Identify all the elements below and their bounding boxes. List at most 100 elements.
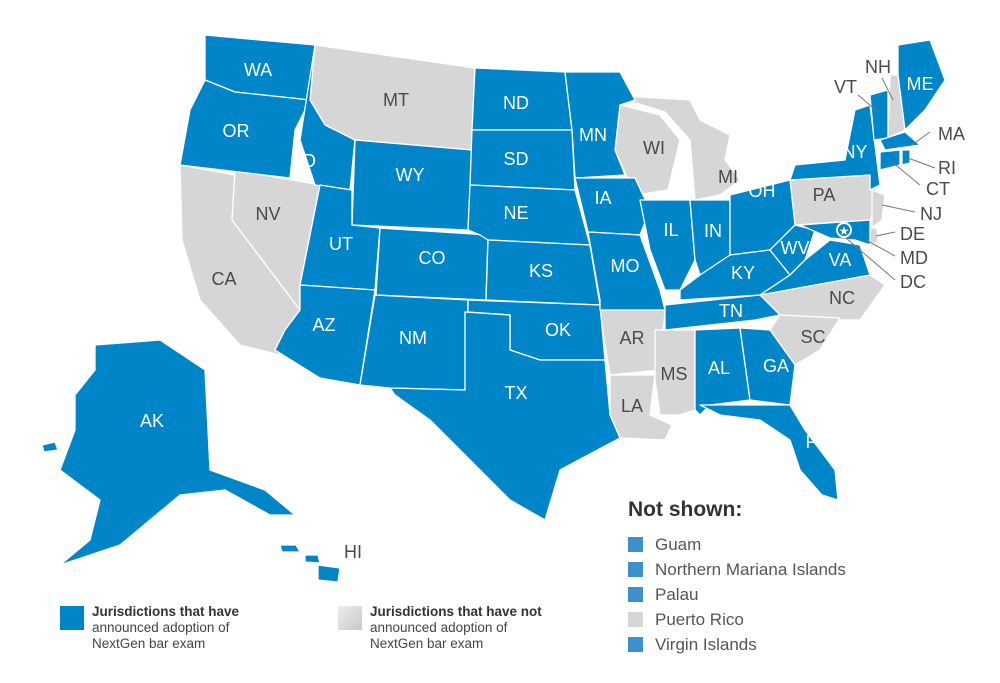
- label-ks: KS: [529, 261, 553, 281]
- label-ny: NY: [842, 142, 867, 162]
- territory-name: Virgin Islands: [655, 634, 757, 654]
- label-or: OR: [223, 121, 250, 141]
- label-ar: AR: [619, 328, 644, 348]
- label-nj: NJ: [920, 204, 942, 224]
- label-wy: WY: [396, 165, 425, 185]
- label-ms: MS: [661, 364, 688, 384]
- state-mi: [609, 94, 741, 201]
- state-hi-2: [304, 554, 321, 564]
- state-va: [759, 239, 871, 296]
- label-ne: NE: [503, 203, 528, 223]
- status-swatch: [628, 537, 643, 552]
- legend-line: NextGen bar exam: [370, 636, 484, 651]
- legend-line: announced adoption of: [92, 620, 230, 635]
- legend-swatch-gray: [338, 606, 362, 630]
- label-ak: AK: [140, 411, 164, 431]
- label-fl: FL: [805, 432, 826, 452]
- state-ri: [901, 149, 911, 166]
- label-nm: NM: [399, 328, 427, 348]
- legend-title: Jurisdictions that have not: [370, 604, 542, 619]
- label-az: AZ: [312, 315, 335, 335]
- label-pa: PA: [813, 185, 836, 205]
- state-ma: [879, 131, 921, 151]
- label-mn: MN: [579, 125, 607, 145]
- leader-ct: [891, 161, 921, 186]
- leader-de: [875, 231, 896, 237]
- list-item: Puerto Rico: [628, 607, 928, 632]
- label-mo: MO: [611, 256, 640, 276]
- list-item: Palau: [628, 582, 928, 607]
- state-id: [299, 44, 356, 191]
- not-shown-title: Not shown:: [628, 498, 743, 521]
- label-ut: UT: [329, 234, 353, 254]
- legend-text: Jurisdictions that have announced adopti…: [92, 604, 239, 652]
- label-ct: CT: [926, 179, 950, 199]
- leader-vt: [857, 94, 879, 113]
- label-ma: MA: [938, 124, 965, 144]
- label-vt: VT: [834, 77, 857, 97]
- label-nc: NC: [829, 288, 855, 308]
- legend-title: Jurisdictions that have: [92, 604, 240, 619]
- dc-marker: [836, 222, 852, 238]
- label-ga: GA: [763, 356, 789, 376]
- state-mn: [564, 71, 636, 179]
- label-la: LA: [621, 396, 643, 416]
- state-or: [179, 79, 311, 179]
- state-ia: [574, 177, 651, 236]
- legend-not-adopted: Jurisdictions that have not announced ad…: [338, 604, 542, 652]
- label-nd: ND: [503, 93, 529, 113]
- legend-swatch-blue: [60, 606, 84, 630]
- territory-name: Palau: [655, 584, 699, 604]
- not-shown-panel: Not shown: Guam Northern Mariana Islands…: [628, 498, 928, 657]
- state-ct: [879, 149, 901, 171]
- state-me: [897, 39, 946, 131]
- legend-line: NextGen bar exam: [92, 636, 206, 651]
- status-swatch: [628, 562, 643, 577]
- leader-md: [865, 239, 896, 257]
- ak-islands: [41, 441, 59, 453]
- state-az: [274, 284, 376, 386]
- territory-name: Northern Mariana Islands: [655, 559, 846, 579]
- label-co: CO: [419, 248, 446, 268]
- label-tx: TX: [504, 383, 527, 403]
- list-item: Northern Mariana Islands: [628, 557, 928, 582]
- leader-ri: [907, 157, 936, 169]
- state-wy: [351, 139, 473, 231]
- legend-line: announced adoption of: [370, 620, 508, 635]
- label-sc: SC: [800, 327, 825, 347]
- state-hi: [279, 544, 301, 553]
- state-tn: [664, 294, 781, 331]
- dc-star-icon: ★: [839, 224, 850, 238]
- label-ky: KY: [731, 263, 755, 283]
- state-fl: [699, 404, 839, 501]
- label-wv: WV: [781, 238, 810, 258]
- state-ne: [467, 184, 591, 246]
- label-oh: OH: [749, 181, 776, 201]
- list-item: Guam: [628, 532, 928, 557]
- legend-adopted: Jurisdictions that have announced adopti…: [60, 604, 239, 652]
- state-hi-3: [317, 564, 341, 583]
- label-al: AL: [708, 358, 730, 378]
- state-sc: [769, 314, 841, 366]
- leader-nh: [881, 77, 894, 101]
- status-swatch: [628, 612, 643, 627]
- state-tx: [389, 311, 621, 521]
- label-hi: HI: [344, 542, 362, 562]
- list-item: Virgin Islands: [628, 632, 928, 657]
- label-nh: NH: [865, 57, 891, 77]
- state-ak: [59, 339, 296, 566]
- label-nv: NV: [255, 204, 280, 224]
- territory-name: Puerto Rico: [655, 609, 744, 629]
- label-ia: IA: [594, 188, 611, 208]
- label-dc: DC: [900, 272, 926, 292]
- leader-nj: [881, 204, 916, 213]
- state-md: [799, 219, 871, 246]
- label-de: DE: [900, 224, 925, 244]
- label-va: VA: [829, 250, 852, 270]
- label-sd: SD: [503, 149, 528, 169]
- state-ny: [789, 104, 881, 191]
- label-ri: RI: [938, 158, 956, 178]
- leader-dc: [845, 237, 896, 281]
- label-in: IN: [704, 221, 722, 241]
